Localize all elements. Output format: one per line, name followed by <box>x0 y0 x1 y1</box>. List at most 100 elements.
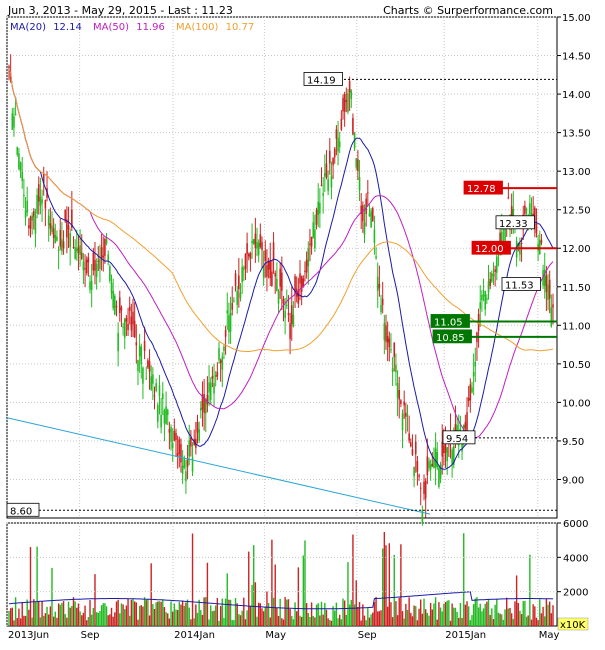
volume-bar <box>510 613 513 626</box>
candle-body <box>147 360 149 368</box>
volume-bar <box>233 620 235 626</box>
volume-bar <box>357 606 359 626</box>
volume-bar <box>102 603 104 626</box>
volume-bar <box>243 597 245 626</box>
price-tick-label: 15.00 <box>562 13 591 24</box>
volume-bar <box>362 604 364 626</box>
volume-bar <box>370 614 372 626</box>
candle-body <box>28 225 30 228</box>
volume-bar <box>133 601 136 626</box>
volume-bar <box>267 603 270 626</box>
chart-period-title: Jun 3, 2013 - May 29, 2015 - Last : 11.2… <box>8 4 233 17</box>
candle-body <box>340 118 343 130</box>
candle-body <box>102 255 105 258</box>
candle-body <box>90 280 93 291</box>
level-label-12.00: 12.00 <box>475 244 504 255</box>
volume-bar <box>281 618 283 626</box>
candle-body <box>395 364 397 373</box>
volume-bar <box>186 599 189 626</box>
candle-body <box>289 323 291 339</box>
volume-bar <box>175 609 177 626</box>
level-label-12.33: 12.33 <box>499 219 528 230</box>
volume-bar <box>494 604 496 626</box>
candle-body <box>315 209 318 225</box>
level-box-11.53 <box>501 277 541 291</box>
volume-bar <box>424 609 427 626</box>
candle-body <box>236 291 238 305</box>
candle-body <box>393 342 396 358</box>
candle-body <box>515 241 518 258</box>
volume-bar <box>82 612 85 626</box>
candle-body <box>299 273 301 284</box>
volume-bar <box>185 602 187 626</box>
candle-body <box>305 259 308 273</box>
candle-body <box>300 276 303 292</box>
candle-body <box>481 295 483 301</box>
candle-body <box>249 252 252 259</box>
volume-bar <box>438 602 440 626</box>
volume-bar <box>509 607 511 626</box>
volume-bar <box>211 611 214 626</box>
candle-body <box>145 378 148 380</box>
candle-body <box>140 346 143 365</box>
candle-body <box>155 383 157 391</box>
candle-body <box>434 448 437 468</box>
volume-bar <box>52 616 55 626</box>
candle-body <box>423 481 425 494</box>
volume-bar <box>330 620 333 626</box>
candle-body <box>105 239 108 244</box>
volume-bar <box>59 604 61 626</box>
candle-body <box>59 229 62 247</box>
price-tick-label: 13.50 <box>562 129 591 140</box>
candle-body <box>223 346 225 351</box>
volume-bar <box>443 603 445 626</box>
candle-body <box>198 429 200 441</box>
volume-bar <box>114 612 116 626</box>
level-label-10.85: 10.85 <box>436 333 465 344</box>
volume-bar <box>28 609 30 626</box>
volume-bar <box>105 606 108 626</box>
volume-bar <box>44 613 47 626</box>
candle-body <box>61 239 63 252</box>
volume-bar <box>79 611 81 626</box>
candle-body <box>251 240 253 244</box>
level-box-14.19 <box>303 72 343 86</box>
candle-body <box>191 457 194 472</box>
candle-body <box>335 129 338 139</box>
volume-bar <box>325 609 328 626</box>
candle-body <box>342 98 344 112</box>
candle-body <box>350 90 353 99</box>
candle-body <box>201 394 204 410</box>
candle-body <box>538 240 541 255</box>
volume-bar <box>408 597 410 626</box>
candle-body <box>173 431 176 441</box>
candle-body <box>524 205 526 215</box>
level-box-9.54 <box>442 430 476 445</box>
candle-body <box>257 242 260 256</box>
volume-bar <box>390 602 392 626</box>
candle-body <box>330 175 333 188</box>
volume-bar <box>49 606 52 626</box>
candle-body <box>272 242 275 260</box>
candle-body <box>49 223 52 229</box>
candle-body <box>23 194 25 197</box>
volume-bar <box>338 614 341 626</box>
candle-body <box>221 356 224 370</box>
volume-bar <box>552 605 554 626</box>
candle-body <box>337 137 339 152</box>
candle-body <box>419 487 422 489</box>
candle-body <box>385 325 387 342</box>
candle-body <box>464 422 467 429</box>
candle-body <box>482 294 485 297</box>
volume-bar <box>150 563 152 626</box>
candle-body <box>443 445 445 454</box>
candle-body <box>211 376 214 379</box>
candle-body <box>429 464 432 470</box>
volume-bar <box>26 599 28 626</box>
candle-body <box>290 305 293 324</box>
volume-bar <box>501 614 503 626</box>
volume-bar <box>497 612 500 626</box>
candle-body <box>401 413 404 431</box>
volume-bar <box>434 597 437 626</box>
volume-bar <box>120 603 123 626</box>
